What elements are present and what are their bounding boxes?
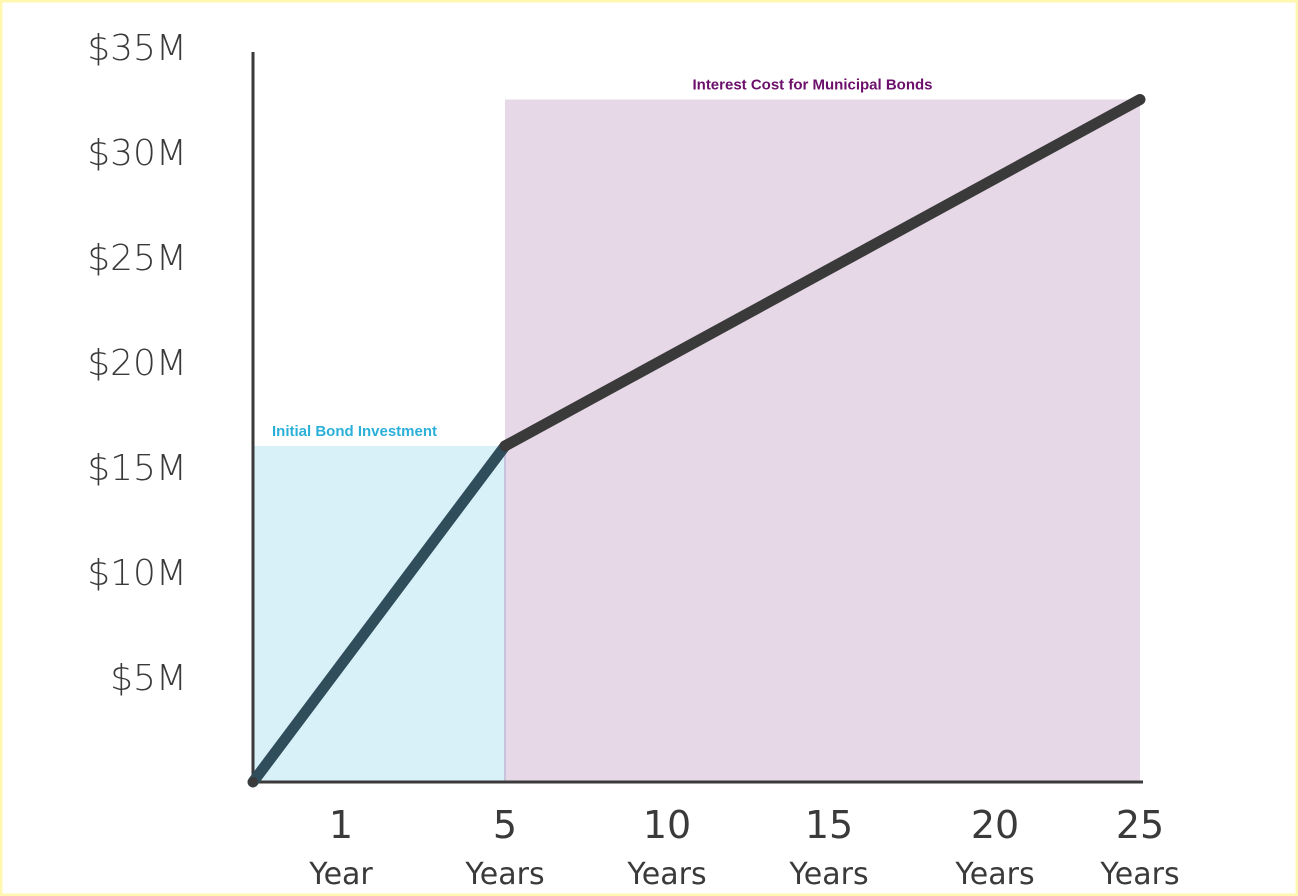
x-tick-number: 10 — [643, 803, 691, 847]
y-tick-label: $15M — [87, 448, 187, 489]
x-tick-number: 1 — [329, 803, 353, 847]
y-tick-label: $20M — [87, 343, 187, 384]
x-tick-number: 20 — [971, 803, 1019, 847]
x-tick-number: 5 — [493, 803, 517, 847]
y-tick-label: $5M — [110, 658, 187, 699]
x-tick-unit: Years — [788, 857, 868, 892]
x-tick-unit: Year — [308, 857, 373, 892]
region-label-initial-bond: Initial Bond Investment — [272, 423, 437, 440]
y-tick-label: $25M — [87, 238, 187, 279]
x-tick-unit: Years — [464, 857, 544, 892]
x-ticks: 1 Year 5 Years 10 Years 15 Years 20 Years 25 Years — [308, 803, 1179, 892]
series-segment — [499, 94, 1146, 452]
region-label-interest-cost: Interest Cost for Municipal Bonds — [692, 77, 932, 94]
series — [247, 94, 1146, 788]
x-tick-unit: Years — [954, 857, 1034, 892]
x-tick-number: 15 — [805, 803, 853, 847]
series-segment — [247, 440, 511, 788]
x-tick-unit: Years — [626, 857, 706, 892]
y-tick-label: $10M — [87, 553, 187, 594]
axes — [250, 52, 1143, 784]
series-point — [1135, 94, 1145, 105]
x-tick-number: 25 — [1116, 803, 1164, 847]
y-ticks: $5M $10M $15M $20M $25M $30M $35M — [87, 28, 187, 699]
series-point — [248, 777, 258, 787]
y-tick-label: $30M — [87, 133, 187, 174]
series-point — [500, 441, 510, 451]
region-interest-cost — [505, 99, 1140, 782]
x-tick-unit: Years — [1099, 857, 1179, 892]
y-tick-label: $35M — [87, 28, 187, 69]
